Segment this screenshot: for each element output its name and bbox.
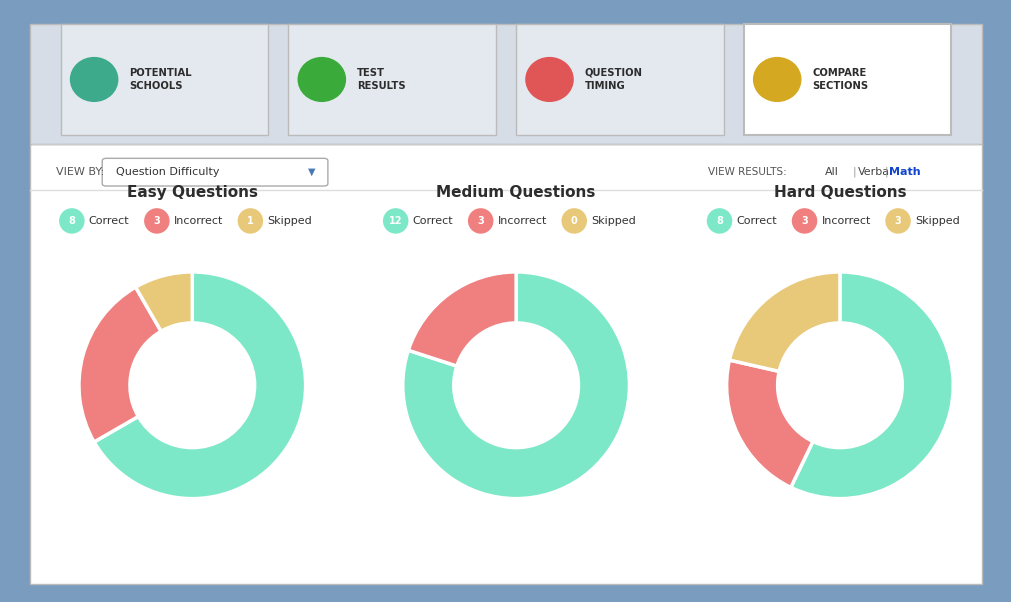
Text: TEST
RESULTS: TEST RESULTS [357,68,405,91]
Circle shape [706,208,732,234]
Text: Correct: Correct [89,216,129,226]
Wedge shape [135,272,192,331]
Text: Hard Questions: Hard Questions [772,185,906,200]
Text: Medium Questions: Medium Questions [436,185,595,200]
Text: 12: 12 [388,216,402,226]
FancyBboxPatch shape [743,24,950,135]
Text: 3: 3 [894,216,901,226]
FancyBboxPatch shape [30,144,981,584]
Wedge shape [407,272,516,366]
Text: 3: 3 [477,216,483,226]
Text: Incorrect: Incorrect [821,216,870,226]
Text: Incorrect: Incorrect [174,216,223,226]
Wedge shape [94,272,305,498]
Text: Incorrect: Incorrect [497,216,547,226]
Text: Math: Math [888,167,919,176]
Circle shape [561,208,586,234]
Ellipse shape [752,57,801,102]
FancyBboxPatch shape [10,6,1001,596]
Text: POTENTIAL
SCHOOLS: POTENTIAL SCHOOLS [129,68,192,91]
Circle shape [885,208,910,234]
Text: Skipped: Skipped [267,216,311,226]
Ellipse shape [297,57,346,102]
Text: Skipped: Skipped [590,216,635,226]
Circle shape [382,208,408,234]
Wedge shape [729,272,839,371]
Text: Correct: Correct [412,216,453,226]
Text: VIEW RESULTS:: VIEW RESULTS: [708,167,787,176]
Text: 3: 3 [154,216,160,226]
Text: Question Difficulty: Question Difficulty [116,167,219,177]
FancyBboxPatch shape [516,24,723,135]
Ellipse shape [525,57,573,102]
Text: Easy Questions: Easy Questions [126,185,258,200]
Circle shape [238,208,263,234]
Text: 1: 1 [247,216,254,226]
FancyBboxPatch shape [61,24,268,135]
Circle shape [467,208,493,234]
Circle shape [59,208,85,234]
Text: COMPARE
SECTIONS: COMPARE SECTIONS [812,68,867,91]
FancyBboxPatch shape [288,24,495,135]
Text: Correct: Correct [736,216,776,226]
Circle shape [791,208,817,234]
Text: Skipped: Skipped [914,216,958,226]
Text: 3: 3 [801,216,807,226]
Text: All: All [824,167,838,176]
Ellipse shape [70,57,118,102]
Text: ▼: ▼ [307,167,315,177]
Wedge shape [79,287,161,442]
Text: 0: 0 [570,216,577,226]
FancyBboxPatch shape [30,24,981,144]
Text: QUESTION
TIMING: QUESTION TIMING [584,68,642,91]
Text: |: | [852,166,856,177]
Text: 8: 8 [69,216,75,226]
Text: VIEW BY:: VIEW BY: [56,167,104,176]
Wedge shape [790,272,952,498]
Text: |: | [884,166,888,177]
Wedge shape [402,272,629,498]
Text: 8: 8 [716,216,722,226]
Text: Verbal: Verbal [857,167,893,176]
FancyBboxPatch shape [102,158,328,186]
Circle shape [144,208,170,234]
Wedge shape [726,360,812,488]
